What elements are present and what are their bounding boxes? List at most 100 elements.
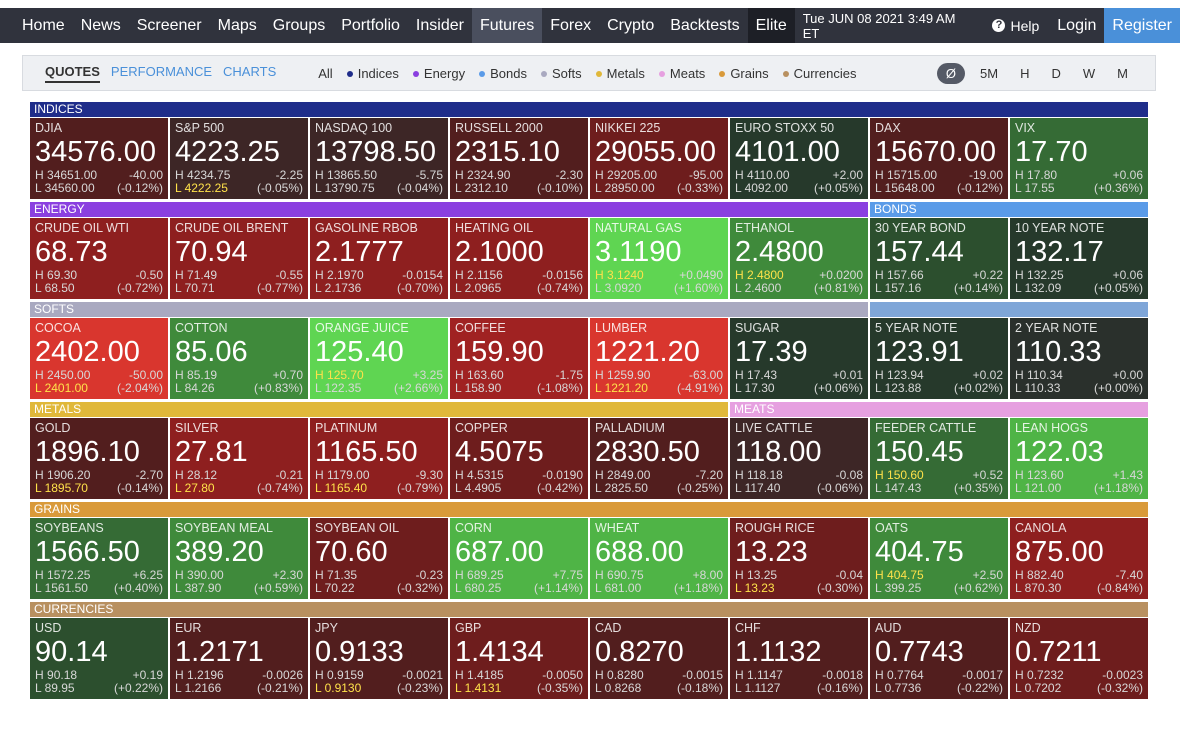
quote-line: L 2825.50 (-0.25%) — [595, 482, 723, 495]
quote-tile[interactable]: EUR 1.2171 H 1.2196 -0.0026 L 1.2166 (-0.21%) — [170, 618, 308, 699]
quote-price: 159.90 — [455, 336, 544, 368]
quote-tile[interactable]: SUGAR 17.39 H 17.43 +0.01 L 17.30 (+0.06%) — [730, 318, 868, 399]
quote-tile[interactable]: ORANGE JUICE 125.40 H 125.70 +3.25 L 122.35 (… — [310, 318, 448, 399]
tab[interactable]: PERFORMANCE — [110, 63, 213, 79]
nav-item[interactable]: Screener — [136, 16, 202, 34]
quote-high-value: 2.1156 — [467, 268, 503, 282]
quote-line: H 132.25 +0.06 — [1015, 269, 1143, 282]
timeframe[interactable]: Ø — [936, 62, 966, 84]
quote-tile[interactable]: SILVER 27.81 H 28.12 -0.21 L 27.80 (-0.74%) — [170, 418, 308, 499]
quote-tile[interactable]: GBP 1.4134 H 1.4185 -0.0050 L 1.4131 (-0.35%) — [450, 618, 588, 699]
quote-tile[interactable]: 10 YEAR NOTE 132.17 H 132.25 +0.06 L 132.09 (… — [1010, 218, 1148, 299]
quote-tile[interactable]: COFFEE 159.90 H 163.60 -1.75 L 158.90 (-1.08%… — [450, 318, 588, 399]
quote-change: -0.23 — [415, 568, 443, 582]
quote-high: H 404.75 — [875, 569, 924, 582]
quote-tile[interactable]: ETHANOL 2.4800 H 2.4800 +0.0200 L 2.4600 (+0.… — [730, 218, 868, 299]
quote-price: 2.1000 — [455, 236, 544, 268]
register[interactable]: Register — [1104, 8, 1180, 43]
quote-tile[interactable]: GOLD 1896.10 H 1906.20 -2.70 L 1895.70 (-0.14… — [30, 418, 168, 499]
timeframe[interactable]: D — [1051, 65, 1061, 81]
quote-tile[interactable]: EURO STOXX 50 4101.00 H 4110.00 +2.00 L 4092… — [730, 118, 868, 199]
quote-tile[interactable]: USD 90.14 H 90.18 +0.19 L 89.95 (+0.22%) — [30, 618, 168, 699]
quote-tile[interactable]: VIX 17.70 H 17.80 +0.06 L 17.55 (+0.36%) — [1010, 118, 1148, 199]
help-link[interactable]: ? Help — [982, 8, 1049, 43]
quote-tile[interactable]: LUMBER 1221.20 H 1259.90 -63.00 L 1221.20 (-4… — [590, 318, 728, 399]
quote-tile[interactable]: LIVE CATTLE 118.00 H 118.18 -0.08 L 117.40 (-… — [730, 418, 868, 499]
quote-tile[interactable]: COCOA 2402.00 H 2450.00 -50.00 L 2401.00 (-2.… — [30, 318, 168, 399]
filter[interactable]: Indices — [346, 66, 399, 81]
nav-item[interactable]: Portfolio — [341, 16, 400, 34]
quote-low: L 1165.40 — [315, 482, 367, 495]
login[interactable]: Login — [1057, 16, 1097, 34]
quote-tile[interactable]: ROUGH RICE 13.23 H 13.25 -0.04 L 13.23 (-0.30… — [730, 518, 868, 599]
quote-tile[interactable]: 2 YEAR NOTE 110.33 H 110.34 +0.00 L 110.33 (+… — [1010, 318, 1148, 399]
quote-tile[interactable]: GASOLINE RBOB 2.1777 H 2.1970 -0.0154 L 2.17… — [310, 218, 448, 299]
quote-price: 688.00 — [595, 536, 684, 568]
tab[interactable]: CHARTS — [223, 63, 277, 79]
nav-item[interactable]: Elite — [747, 8, 795, 43]
quote-tile[interactable]: CRUDE OIL WTI 68.73 H 69.30 -0.50 L 68.50 (-0… — [30, 218, 168, 299]
nav-item[interactable]: Backtests — [670, 16, 740, 34]
tab[interactable]: QUOTES — [45, 64, 100, 83]
quote-low: L 110.33 — [1015, 382, 1060, 395]
timeframe[interactable]: M — [1117, 65, 1128, 81]
nav-item[interactable]: Futures — [471, 8, 543, 43]
filter[interactable]: Energy — [412, 66, 465, 81]
quote-tile[interactable]: CAD 0.8270 H 0.8280 -0.0015 L 0.8268 (-0.18%) — [590, 618, 728, 699]
nav-item[interactable]: Home — [22, 16, 65, 34]
quote-percent: (+0.02%) — [953, 381, 1003, 395]
quote-tile[interactable]: CORN 687.00 H 689.25 +7.75 L 680.25 (+1.14%) — [450, 518, 588, 599]
quote-tile[interactable]: COPPER 4.5075 H 4.5315 -0.0190 L 4.4905 (-0.4… — [450, 418, 588, 499]
quote-tile[interactable]: LEAN HOGS 122.03 H 123.60 +1.43 L 121.00 (+1.… — [1010, 418, 1148, 499]
quote-tile[interactable]: 30 YEAR BOND 157.44 H 157.66 +0.22 L 157.16 (… — [870, 218, 1008, 299]
timeframe[interactable]: W — [1082, 65, 1096, 81]
quote-low-value: 4.4905 — [464, 481, 502, 495]
nav-item[interactable]: Crypto — [607, 16, 655, 34]
quote-name: SUGAR — [735, 321, 780, 335]
quote-tile[interactable]: NZD 0.7211 H 0.7232 -0.0023 L 0.7202 (-0.32%) — [1010, 618, 1148, 699]
quote-tile[interactable]: SOYBEAN OIL 70.60 H 71.35 -0.23 L 70.22 (-0.3… — [310, 518, 448, 599]
filter[interactable]: Meats — [658, 66, 705, 81]
quote-low: L 13790.75 — [315, 182, 375, 195]
quote-tile[interactable]: SOYBEAN MEAL 389.20 H 390.00 +2.30 L 387.90 (… — [170, 518, 308, 599]
filter[interactable]: Softs — [540, 66, 582, 81]
quote-line: H 689.25 +7.75 — [455, 569, 583, 582]
quote-tile[interactable]: CANOLA 875.00 H 882.40 -7.40 L 870.30 (-0.84%… — [1010, 518, 1148, 599]
quote-tile[interactable]: PALLADIUM 2830.50 H 2849.00 -7.20 L 2825.50 (… — [590, 418, 728, 499]
quote-tile[interactable]: SOYBEANS 1566.50 H 1572.25 +6.25 L 1561.50 (+… — [30, 518, 168, 599]
quote-tile[interactable]: NASDAQ 100 13798.50 H 13865.50 -5.75 L 13790… — [310, 118, 448, 199]
quote-name: COCOA — [35, 321, 81, 335]
filter[interactable]: Currencies — [782, 66, 856, 81]
quote-high: H 110.34 — [1015, 369, 1063, 382]
quote-tile[interactable]: PLATINUM 1165.50 H 1179.00 -9.30 L 1165.40 (-… — [310, 418, 448, 499]
filter[interactable]: All — [318, 66, 332, 81]
quote-tile[interactable]: HEATING OIL 2.1000 H 2.1156 -0.0156 L 2.0965… — [450, 218, 588, 299]
filter[interactable]: Grains — [719, 66, 769, 81]
quote-tile[interactable]: CRUDE OIL BRENT 70.94 H 71.49 -0.55 L 70.71 (… — [170, 218, 308, 299]
quote-tile[interactable]: WHEAT 688.00 H 690.75 +8.00 L 681.00 (+1.18%) — [590, 518, 728, 599]
quote-tile[interactable]: AUD 0.7743 H 0.7764 -0.0017 L 0.7736 (-0.22%) — [870, 618, 1008, 699]
nav-item[interactable]: Groups — [272, 16, 326, 34]
quote-tile[interactable]: CHF 1.1132 H 1.1147 -0.0018 L 1.1127 (-0.16%) — [730, 618, 868, 699]
quote-high-label: H — [595, 668, 604, 682]
timeframe[interactable]: 5M — [980, 65, 999, 81]
filter[interactable]: Metals — [595, 66, 645, 81]
quote-tile[interactable]: JPY 0.9133 H 0.9159 -0.0021 L 0.9130 (-0.23%) — [310, 618, 448, 699]
nav-item[interactable]: Forex — [550, 16, 592, 34]
quote-tile[interactable]: NIKKEI 225 29055.00 H 29205.00 -95.00 L 2895… — [590, 118, 728, 199]
quote-tile[interactable]: OATS 404.75 H 404.75 +2.50 L 399.25 (+0.62%) — [870, 518, 1008, 599]
quote-tile[interactable]: 5 YEAR NOTE 123.91 H 123.94 +0.02 L 123.88 (+… — [870, 318, 1008, 399]
quote-tile[interactable]: DAX 15670.00 H 15715.00 -19.00 L 15648.00 (-0… — [870, 118, 1008, 199]
quote-tile[interactable]: COTTON 85.06 H 85.19 +0.70 L 84.26 (+0.83%) — [170, 318, 308, 399]
nav-item[interactable]: Insider — [415, 16, 464, 34]
quote-line: H 17.80 +0.06 — [1015, 169, 1143, 182]
quote-tile[interactable]: RUSSELL 2000 2315.10 H 2324.90 -2.30 L 2312.… — [450, 118, 588, 199]
nav-item[interactable]: News — [80, 16, 121, 34]
quote-tile[interactable]: S&P 500 4223.25 H 4234.75 -2.25 L 4222.25 (-0… — [170, 118, 308, 199]
nav-item[interactable]: Maps — [217, 16, 257, 34]
quote-tile[interactable]: NATURAL GAS 3.1190 H 3.1240 +0.0490 L 3.0920… — [590, 218, 728, 299]
filter[interactable]: Bonds — [479, 66, 527, 81]
quote-tile[interactable]: DJIA 34576.00 H 34651.00 -40.00 L 34560.00 (-… — [30, 118, 168, 199]
quote-tile[interactable]: FEEDER CATTLE 150.45 H 150.60 +0.52 L 147.43… — [870, 418, 1008, 499]
timeframe[interactable]: H — [1020, 65, 1030, 81]
